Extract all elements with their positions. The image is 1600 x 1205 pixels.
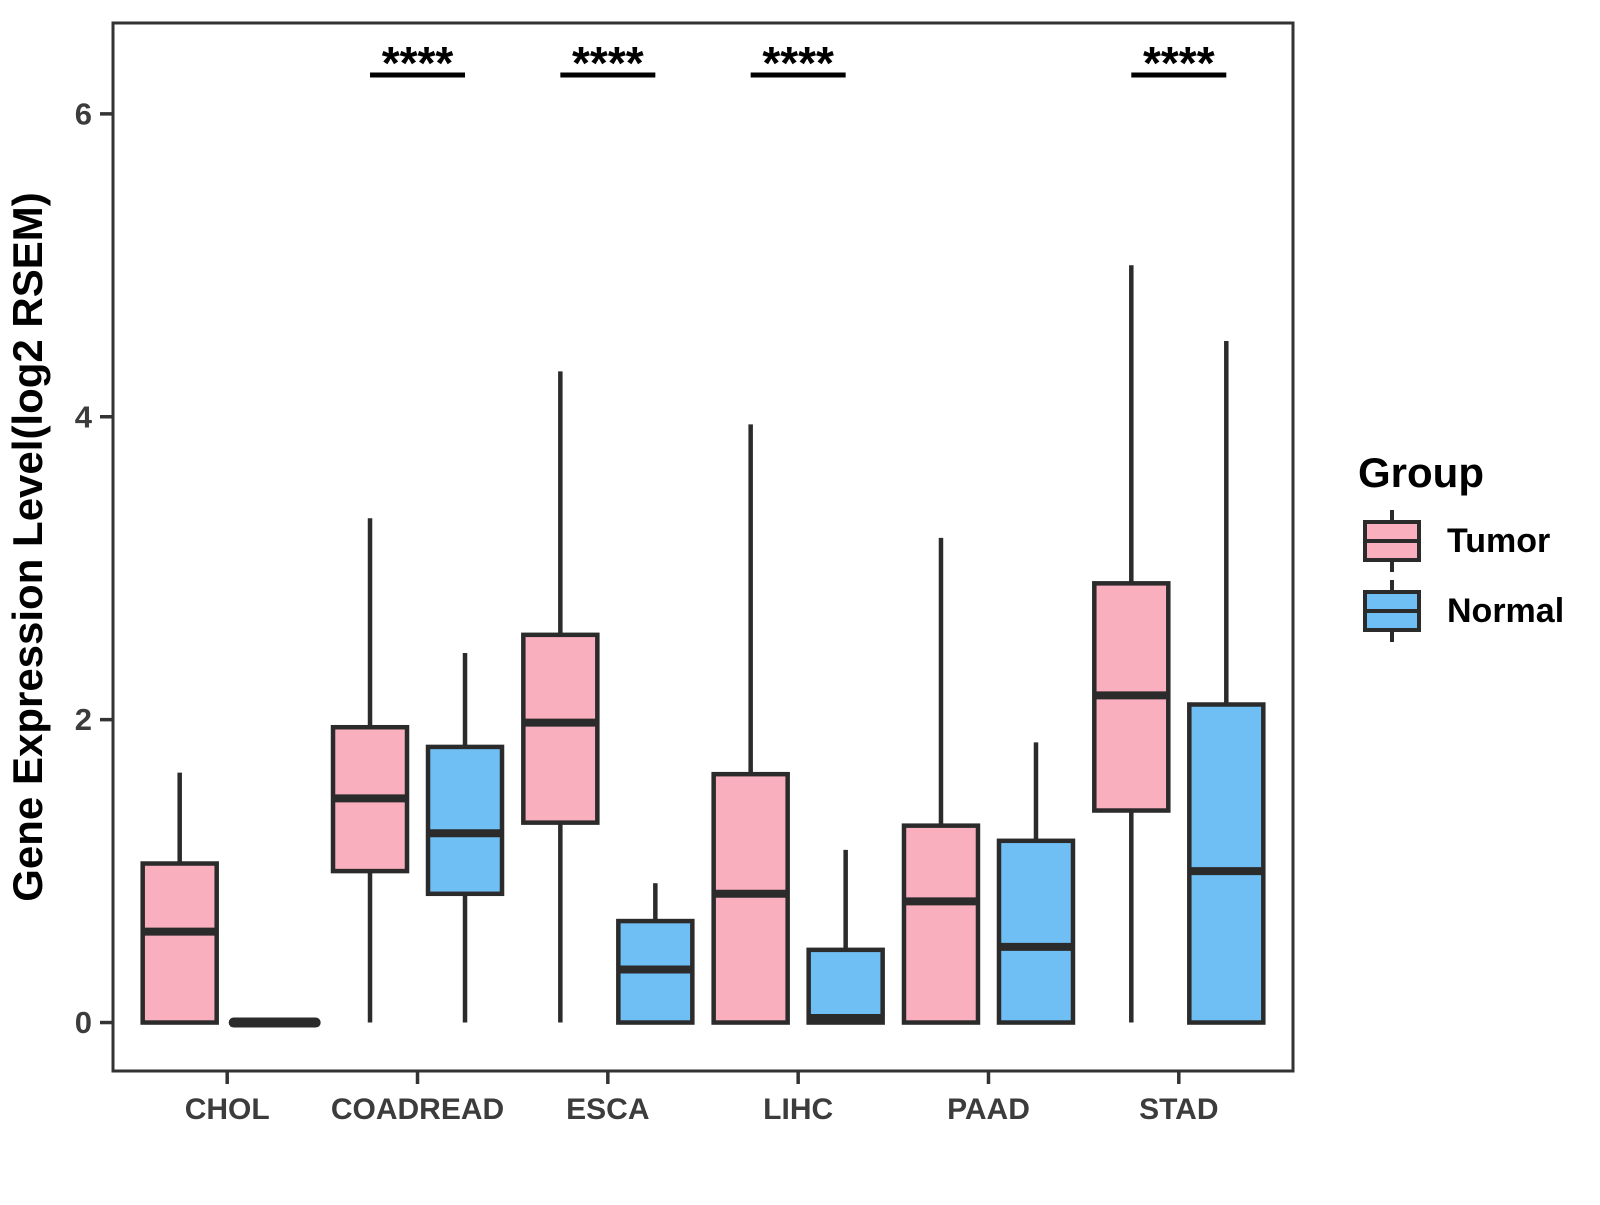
- significance-stars: ****: [572, 37, 644, 89]
- y-tick-label: 0: [75, 1005, 92, 1040]
- x-tick-label: LIHC: [763, 1093, 833, 1126]
- legend-label-normal: Normal: [1447, 592, 1564, 630]
- boxplot-tumor-LIHC: [711, 771, 790, 1025]
- x-tick-label: PAAD: [947, 1093, 1030, 1126]
- x-tick-label: ESCA: [566, 1093, 649, 1126]
- y-axis-title: Gene Expression Level(log2 RSEM): [4, 192, 51, 902]
- panel-border: [111, 21, 1295, 1073]
- boxplot-normal-COADREAD: [425, 744, 505, 897]
- significance-stars: ****: [1143, 37, 1215, 89]
- legend-label-tumor: Tumor: [1447, 522, 1550, 560]
- y-tick-label: 2: [75, 702, 92, 737]
- x-tick-label: COADREAD: [331, 1093, 504, 1126]
- y-tick-label: 6: [75, 96, 92, 131]
- boxplot-tumor-ESCA: [521, 632, 600, 825]
- x-tick-label: STAD: [1139, 1093, 1218, 1126]
- y-tick-label: 4: [75, 399, 93, 434]
- boxplot-tumor-PAAD: [901, 823, 981, 1025]
- significance-stars: ****: [762, 37, 834, 89]
- boxplot-normal-LIHC: [806, 947, 885, 1025]
- boxplot-normal-STAD: [1187, 702, 1266, 1025]
- legend-title: Group: [1358, 449, 1484, 496]
- x-tick-label: CHOL: [185, 1093, 270, 1126]
- boxplot-tumor-CHOL: [140, 861, 219, 1025]
- significance-stars: ****: [382, 37, 454, 89]
- boxplot-normal-PAAD: [996, 838, 1076, 1025]
